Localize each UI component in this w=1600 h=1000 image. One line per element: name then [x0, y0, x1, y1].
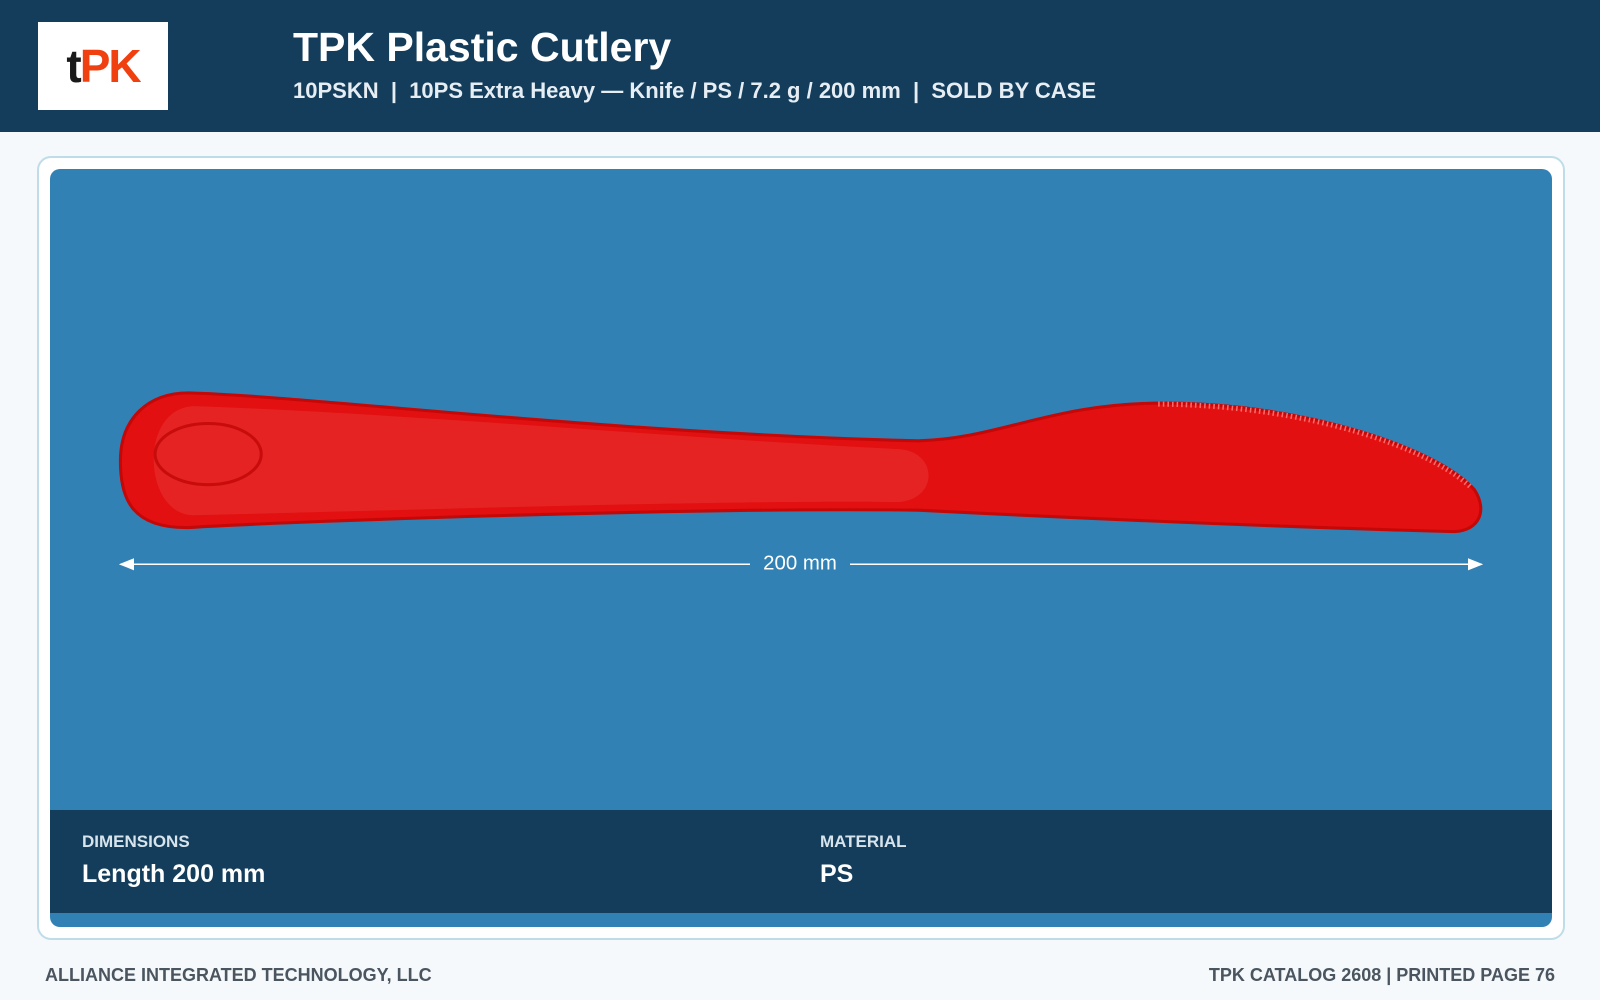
spec: MATERIAL PS: [820, 832, 907, 889]
product-panel: DIMENSIONS Length 200 mm MATERIAL PS: [50, 169, 1552, 927]
spec: DIMENSIONS Length 200 mm: [82, 832, 265, 889]
subtitle: 10PSKN | 10PS Extra Heavy — Knife / PS /…: [293, 78, 1096, 103]
footer-left: ALLIANCE INTEGRATED TECHNOLOGY, LLC: [45, 965, 432, 985]
header: t PK TPK Plastic Cutlery 10PSKN | 10PS Ex…: [0, 0, 1600, 132]
footer-right: TPK CATALOG 2608 | PRINTED PAGE 76: [1208, 965, 1555, 985]
spec-label: MATERIAL: [820, 832, 907, 851]
dimension-label: 200 mm: [763, 553, 837, 575]
specs: DIMENSIONS Length 200 mm MATERIAL PS: [50, 810, 1552, 913]
spec-value: PS: [820, 860, 854, 888]
handle-oval: [153, 421, 263, 487]
serration: [1158, 401, 1474, 490]
logo: t PK: [38, 22, 168, 110]
logo-text: PK: [79, 40, 142, 92]
spec-value: Length 200 mm: [82, 860, 266, 888]
spec-label: DIMENSIONS: [82, 832, 190, 851]
logo-text: t: [66, 40, 81, 92]
title: TPK Plastic Cutlery: [293, 24, 672, 70]
knife-handle: [153, 406, 929, 516]
